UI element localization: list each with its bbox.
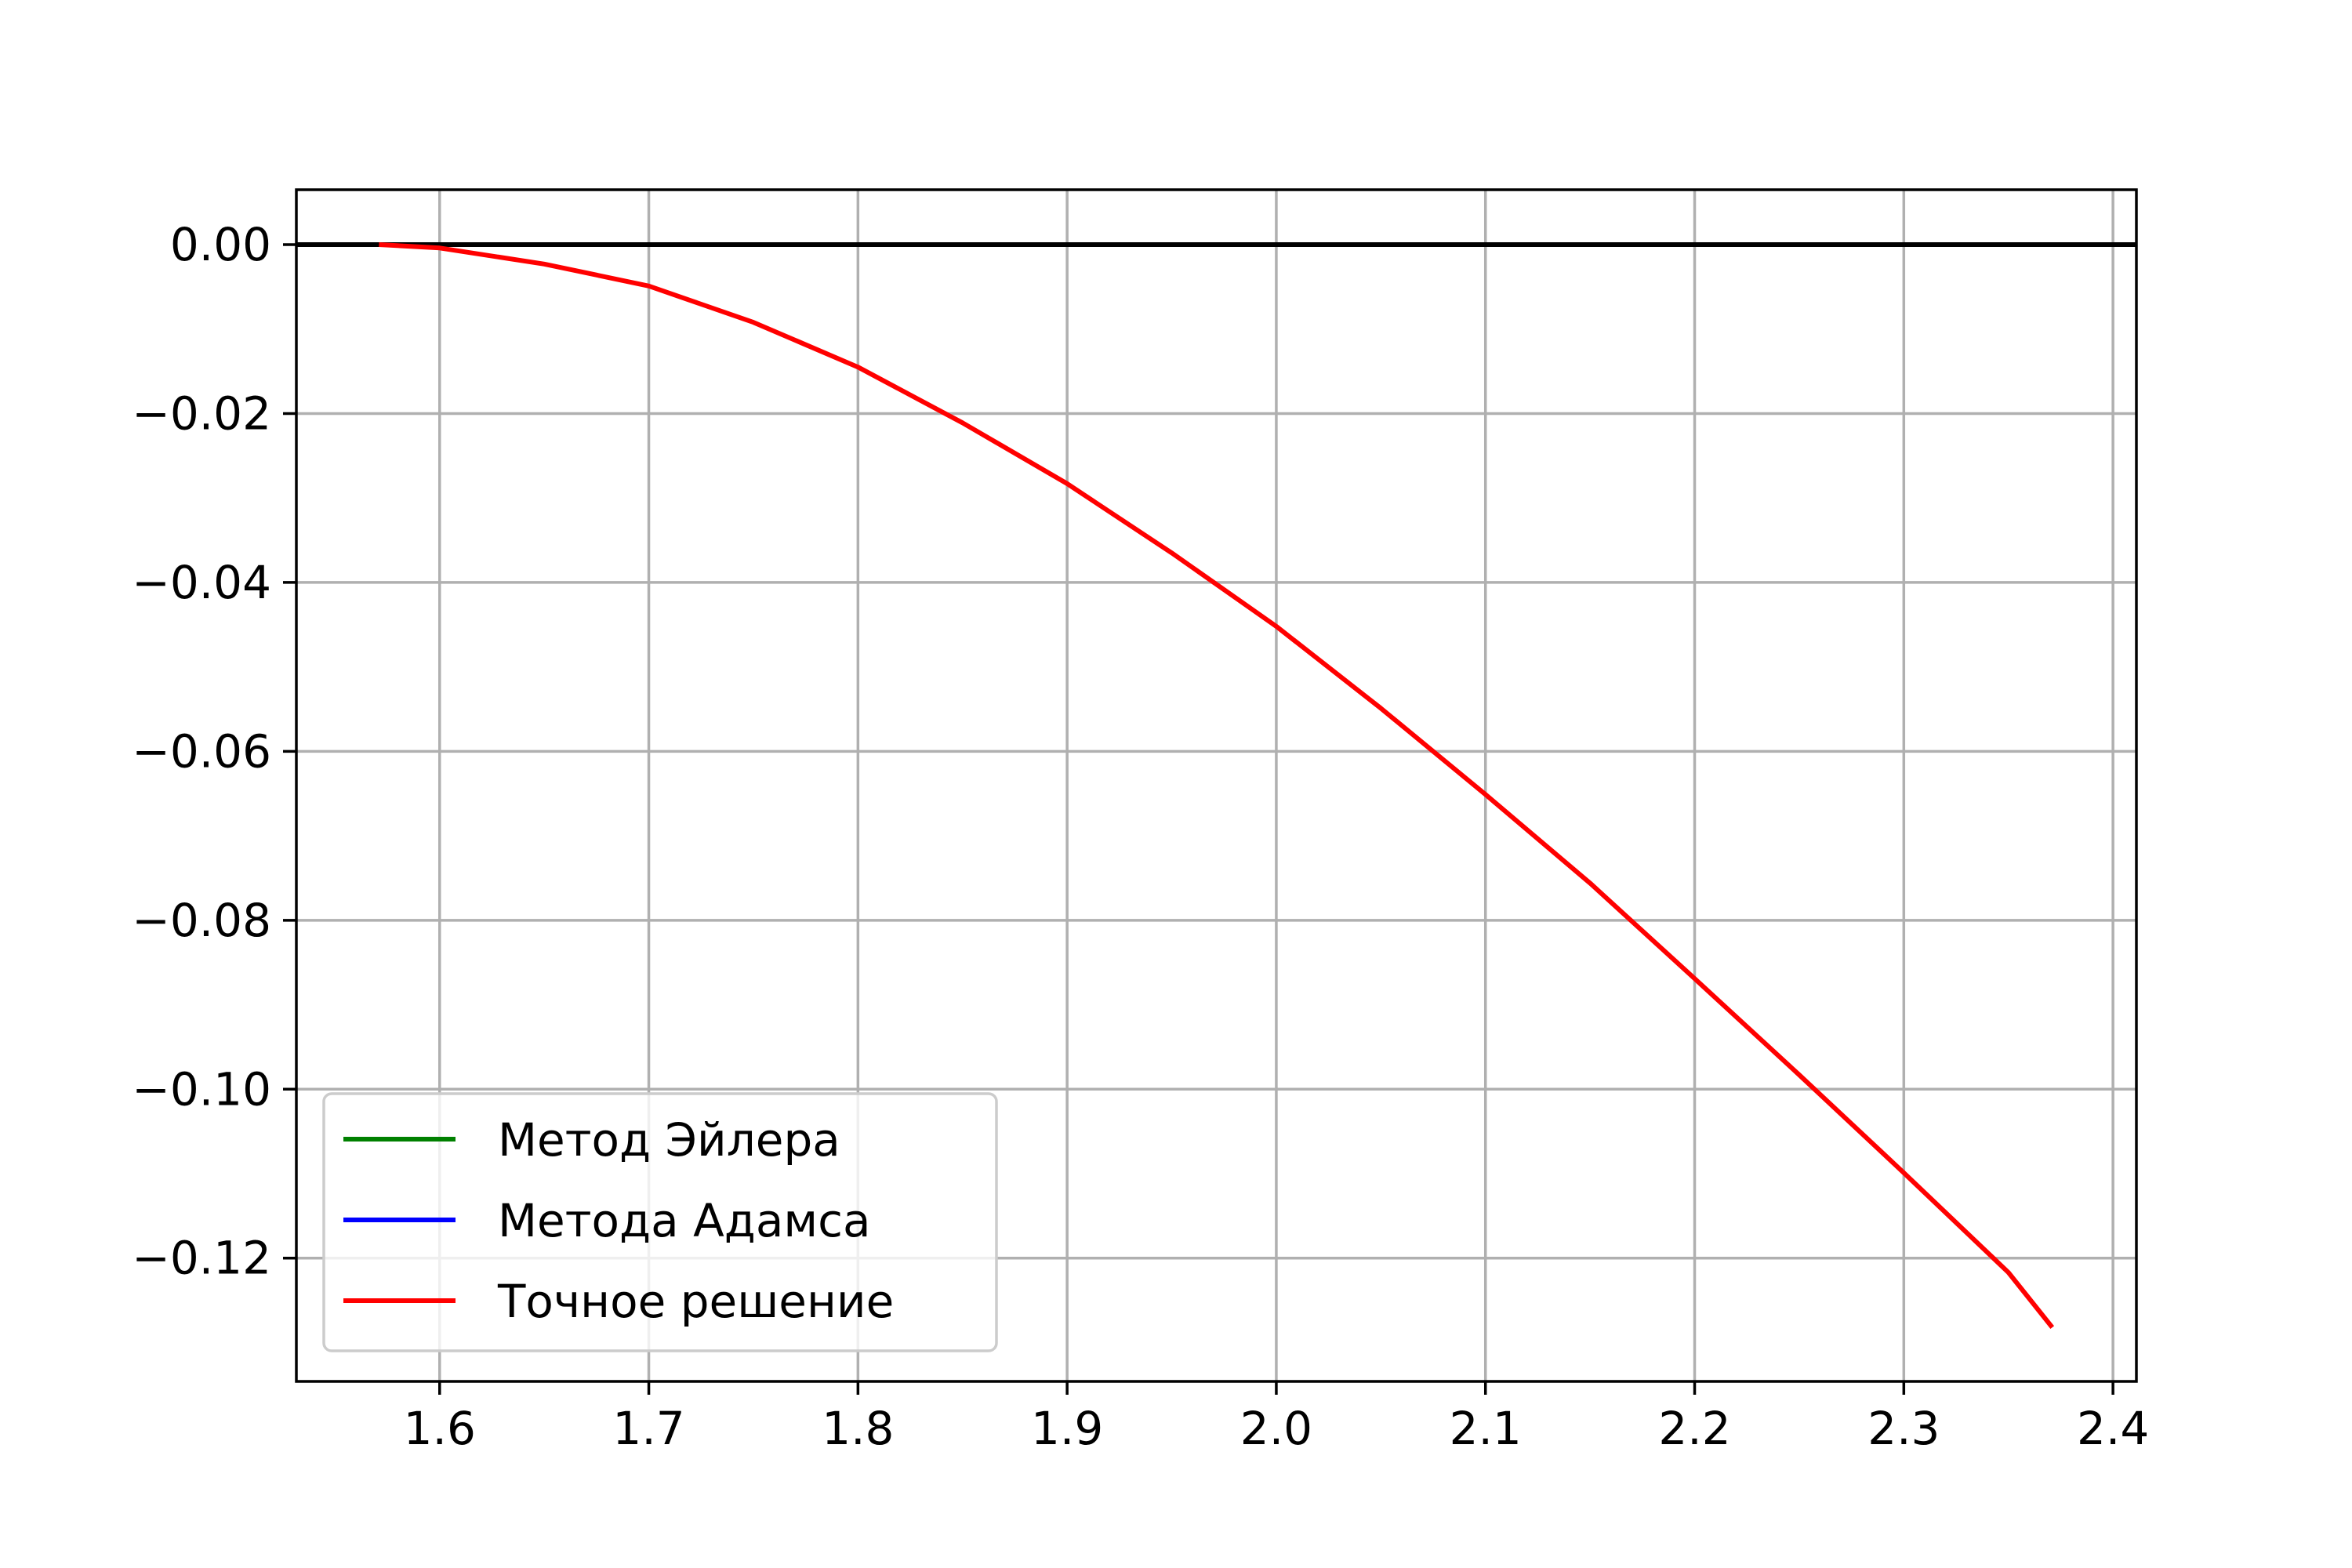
x-tick-label: 1.8 [822, 1402, 894, 1455]
x-tick-label: 2.4 [2077, 1402, 2149, 1455]
x-tick-label: 1.7 [612, 1402, 684, 1455]
plot-frame [295, 188, 2138, 1383]
series-line-2 [379, 242, 2055, 1329]
x-axis-ticks: 1.6 1.7 1.8 1.9 2.0 2.1 2.2 2.3 2.4 [404, 1381, 2149, 1455]
x-tick-label: 1.6 [404, 1402, 476, 1455]
y-tick-label: 0.00 [170, 218, 271, 271]
legend: Метод Эйлера Метода Адамса Точное решение [322, 1092, 998, 1352]
x-tick-label: 2.2 [1658, 1402, 1730, 1455]
x-tick-label: 2.0 [1240, 1402, 1312, 1455]
x-tick-label: 1.9 [1031, 1402, 1103, 1455]
y-tick-label: −0.04 [132, 556, 271, 609]
y-tick-label: −0.12 [132, 1232, 271, 1285]
x-tick-label: 2.1 [1450, 1402, 1522, 1455]
legend-label-0: Метод Эйлера [498, 1113, 840, 1167]
legend-label-1: Метода Адамса [498, 1194, 871, 1247]
y-tick-label: −0.02 [132, 387, 271, 440]
y-tick-label: −0.06 [132, 724, 271, 778]
y-tick-label: −0.08 [132, 894, 271, 947]
legend-box [322, 1092, 998, 1352]
legend-label-2: Точное решение [497, 1275, 894, 1328]
y-axis-ticks: 0.00 −0.02 −0.04 −0.06 −0.08 −0.10 −0.12 [132, 218, 296, 1285]
series-layer [379, 242, 2055, 1329]
y-tick-label: −0.10 [132, 1062, 271, 1116]
x-tick-label: 2.3 [1867, 1402, 1940, 1455]
